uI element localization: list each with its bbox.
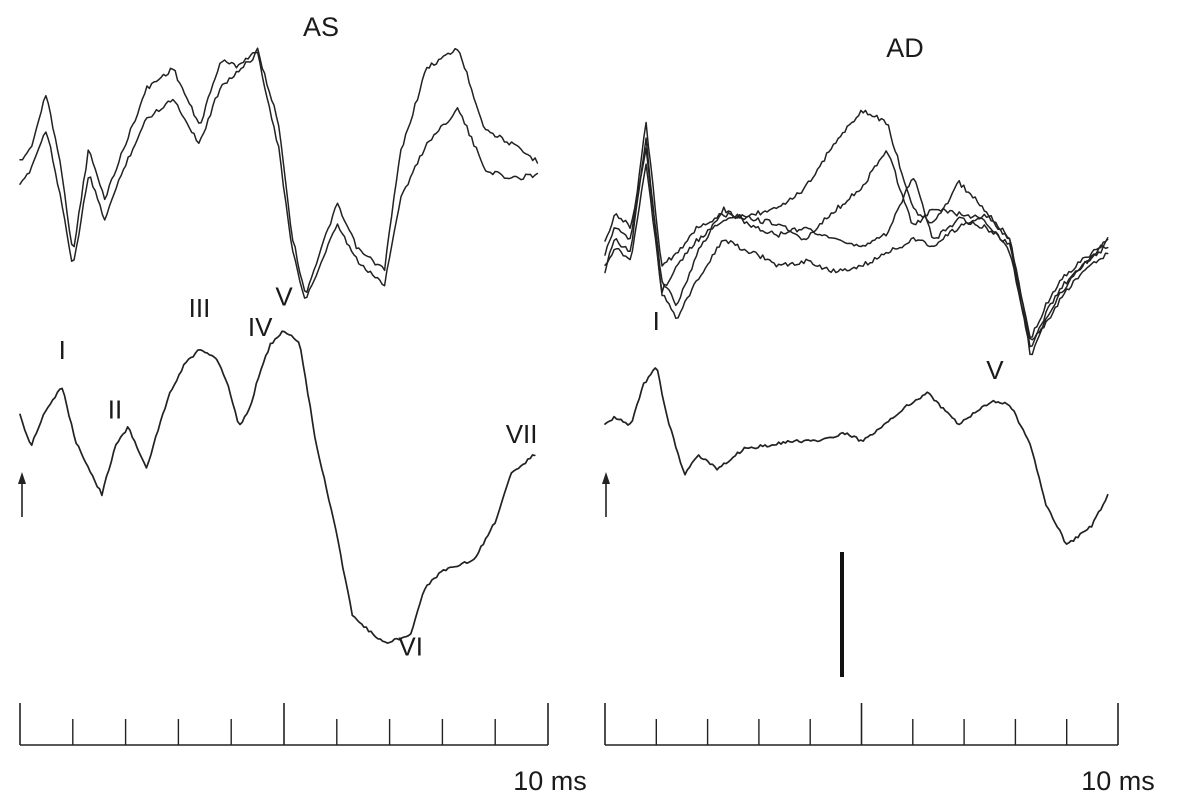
raw-trace-1 — [604, 109, 1109, 356]
peak-label-iii: III — [189, 293, 211, 323]
panel-title-ad: AD — [886, 33, 924, 63]
polarity-arrow-head — [18, 472, 26, 484]
polarity-arrow-ad — [602, 472, 610, 517]
time-scale-label-ad: 10 ms — [1081, 766, 1155, 796]
raw-trace-2 — [19, 51, 539, 299]
raw-trace-1 — [19, 47, 539, 293]
peak-label-iv: IV — [248, 312, 273, 342]
peak-labels-ad: IV — [653, 306, 1005, 385]
averaged-trace-line — [604, 367, 1109, 545]
polarity-arrow-head — [602, 472, 610, 484]
time-axis-as — [19, 703, 549, 746]
peak-label-v: V — [986, 355, 1004, 385]
raw-trace-4 — [604, 163, 1109, 341]
averaged-trace-as — [19, 330, 536, 644]
raw-traces-ad — [604, 109, 1109, 356]
polarity-arrow-as — [18, 472, 26, 517]
averaged-trace-ad — [604, 367, 1109, 545]
panel-title-as: AS — [303, 12, 339, 42]
raw-trace-2 — [604, 121, 1109, 348]
panel-ad: AD IV 10 ms — [602, 33, 1155, 796]
raw-trace-3 — [604, 147, 1109, 338]
averaged-trace-line — [19, 330, 536, 644]
raw-traces-as — [19, 47, 539, 299]
peak-label-vi: VI — [398, 631, 423, 661]
peak-label-v: V — [275, 281, 293, 311]
time-scale-label-as: 10 ms — [513, 766, 587, 796]
time-axis-ad — [604, 703, 1119, 746]
peak-label-i: I — [59, 335, 66, 365]
peak-label-i: I — [653, 306, 660, 336]
peak-label-ii: II — [108, 394, 122, 424]
peak-label-vii: VII — [506, 419, 538, 449]
